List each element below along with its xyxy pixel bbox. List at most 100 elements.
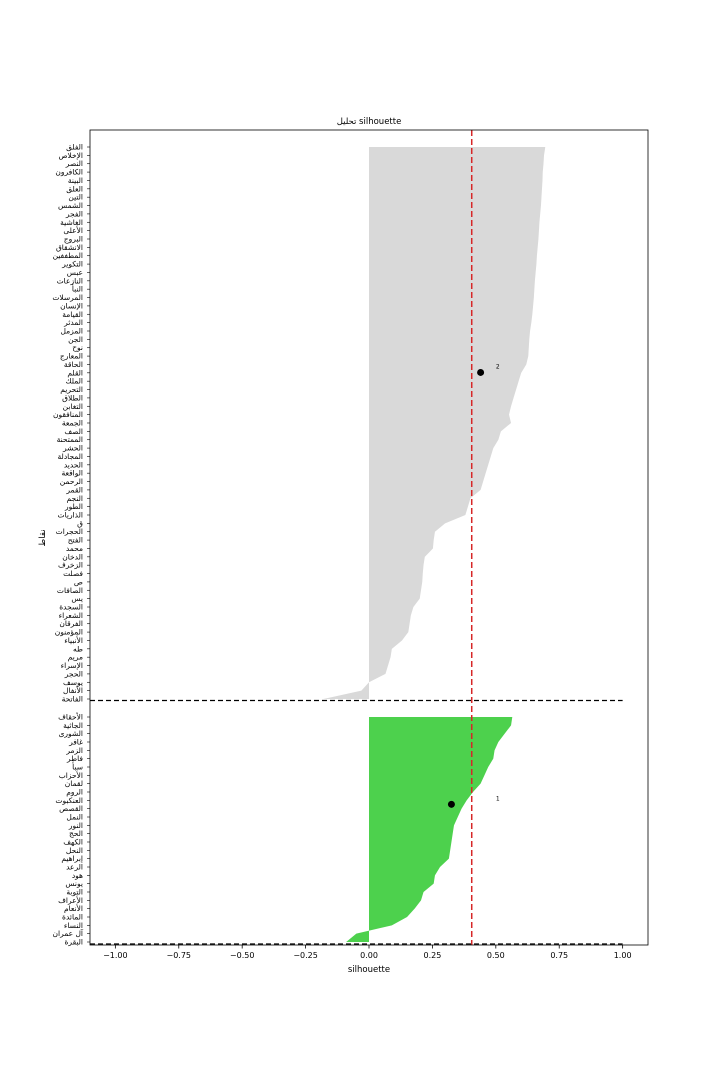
y-tick-label: النمل: [66, 813, 83, 822]
y-tick-label: النازعات: [57, 276, 83, 285]
y-tick-label: الإخلاص: [58, 151, 83, 160]
y-tick-label: يس: [71, 594, 83, 603]
y-tick-label: إبراهيم: [61, 854, 83, 863]
y-tick-label: التحريم: [60, 385, 83, 394]
y-tick-label: الكافرون: [55, 168, 83, 177]
y-tick-label: فصلت: [63, 569, 83, 578]
y-tick-label: نوح: [72, 343, 83, 352]
y-tick-label: هود: [72, 871, 83, 880]
cluster-2-label: 2: [496, 363, 500, 370]
cluster-2-centroid-marker: [477, 368, 485, 376]
y-axis-label: نقاط: [38, 529, 48, 546]
y-tick-label: فاطر: [66, 754, 83, 763]
y-tick-label: المزمل: [60, 327, 83, 336]
y-tick-label: الدخان: [62, 552, 83, 561]
x-tick-label: −1.00: [103, 951, 128, 960]
y-tick-label: الإسراء: [61, 661, 83, 670]
y-tick-label: آل عمران: [53, 928, 84, 938]
y-tick-label: الحشر: [62, 444, 83, 453]
y-tick-label: الذاريات: [58, 511, 83, 520]
y-tick-label: البروج: [64, 235, 83, 244]
y-tick-label: النور: [68, 821, 83, 830]
y-tick-label: لقمان: [65, 779, 83, 788]
y-tick-label: الصف: [64, 427, 83, 436]
y-tick-label: النبأ: [72, 284, 83, 294]
y-tick-label: التغابن: [63, 402, 83, 411]
y-tick-label: الطلاق: [62, 393, 83, 402]
x-tick-label: 0.75: [550, 951, 568, 960]
y-tick-label: التكوير: [61, 260, 83, 269]
chart-title: تحليل silhouette: [337, 117, 402, 127]
y-tick-label: الحج: [69, 829, 83, 838]
x-tick-label: −0.25: [293, 951, 318, 960]
cluster-1-label: 1: [496, 795, 500, 802]
y-tick-label: الممتحنة: [57, 435, 83, 444]
y-tick-label: الإنسان: [60, 301, 83, 310]
y-tick-label: الطور: [64, 502, 83, 511]
y-tick-label: محمد: [66, 544, 83, 553]
y-tick-label: غافر: [68, 738, 83, 747]
y-tick-label: الفاتحة: [62, 695, 83, 704]
y-tick-label: الزخرف: [58, 561, 83, 570]
y-tick-label: الأحزاب: [59, 770, 83, 780]
y-tick-label: الزمر: [65, 746, 83, 755]
y-tick-label: الأنفال: [63, 685, 83, 695]
y-tick-label: يونس: [65, 879, 83, 888]
y-tick-label: الحاقة: [64, 360, 83, 369]
y-tick-label: الأعلى: [63, 225, 83, 235]
y-tick-label: ص: [74, 577, 83, 586]
y-tick-label: القصص: [59, 804, 83, 813]
y-tick-label: الشمس: [58, 201, 83, 210]
y-tick-label: مريم: [68, 653, 83, 662]
y-tick-label: النساء: [64, 921, 83, 930]
y-tick-label: النصر: [65, 159, 83, 168]
y-tick-label: البينة: [68, 176, 83, 185]
x-tick-label: 1.00: [614, 951, 632, 960]
y-tick-label: الصافات: [57, 586, 83, 595]
plot-area: الفلقالإخلاصالنصرالكافرونالبينةالعلقالتي…: [52, 129, 649, 960]
y-tick-label: التين: [68, 193, 83, 202]
y-tick-label: الانشقاق: [56, 243, 83, 252]
x-tick-label: 0.00: [360, 951, 378, 960]
x-tick-label: −0.75: [167, 951, 192, 960]
y-tick-label: الأعراف: [58, 895, 83, 905]
x-axis-label: silhouette: [348, 965, 390, 975]
y-tick-label: المجادلة: [58, 452, 83, 461]
y-tick-label: الحديد: [64, 460, 83, 469]
y-tick-label: الحجر: [64, 669, 83, 678]
y-tick-label: الفتح: [68, 536, 83, 545]
y-tick-label: الشعراء: [59, 611, 83, 620]
y-tick-label: السجدة: [59, 603, 83, 612]
y-tick-label: المؤمنون: [55, 628, 83, 637]
y-tick-label: النحل: [66, 846, 83, 855]
y-tick-label: النجم: [67, 494, 83, 503]
y-tick-label: المائدة: [62, 913, 83, 922]
y-tick-label: الجاثية: [63, 721, 83, 730]
y-tick-label: المدثر: [63, 318, 83, 327]
y-tick-label: الأحقاف: [58, 712, 83, 722]
y-tick-label: طه: [73, 644, 83, 653]
x-tick-label: 0.25: [424, 951, 442, 960]
y-tick-label: الملك: [65, 377, 83, 386]
y-tick-label: الكهف: [63, 838, 83, 847]
y-tick-label: يوسف: [63, 678, 83, 687]
y-tick-label: القلم: [67, 368, 83, 377]
x-tick-label: −0.50: [230, 951, 255, 960]
y-tick-label: الجن: [68, 335, 83, 344]
y-tick-label: العنكبوت: [55, 796, 83, 805]
y-tick-label: المعارج: [60, 352, 83, 361]
cluster-1-silhouette: [346, 717, 513, 942]
y-tick-label: التوبة: [66, 888, 83, 897]
y-tick-label: الفلق: [66, 143, 83, 152]
y-tick-label: البقرة: [65, 938, 84, 947]
cluster-1-centroid-marker: [447, 800, 455, 808]
cluster-2-silhouette: [323, 147, 546, 699]
y-tick-label: العلق: [66, 184, 83, 193]
x-tick-label: 0.50: [487, 951, 505, 960]
y-tick-label: المرسلات: [52, 293, 83, 302]
y-tick-label: عبس: [67, 268, 83, 277]
y-tick-label: الحجرات: [56, 527, 83, 536]
y-tick-label: الشورى: [59, 729, 83, 738]
y-tick-label: الفجر: [65, 209, 83, 218]
